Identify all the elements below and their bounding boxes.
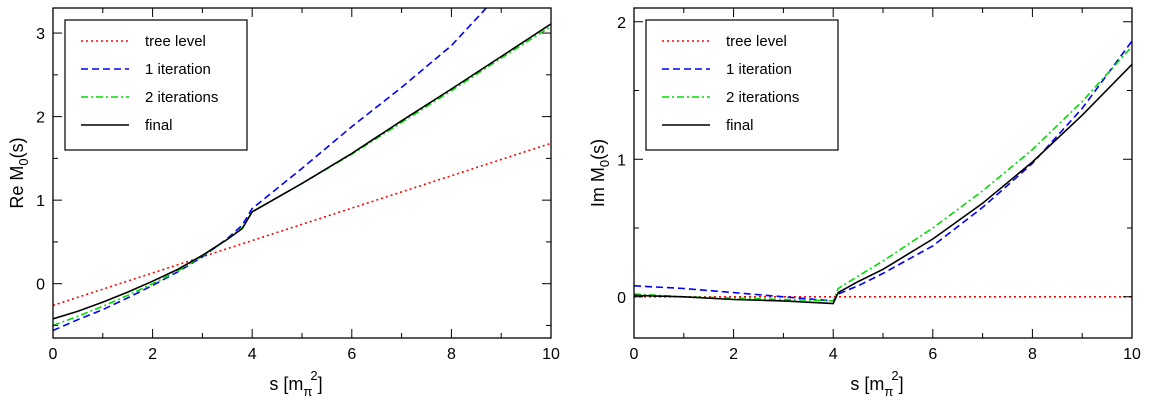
legend-label: 2 iterations [726, 89, 799, 106]
legend: tree level 1 iteration 2 iterations final [645, 19, 839, 151]
x-tick-label: 0 [630, 346, 639, 363]
x-tick-label: 6 [347, 346, 356, 363]
y-tick-label: 0 [36, 277, 45, 294]
x-axis-label: s [mπ2] [850, 368, 903, 399]
series-line-2-iterations [53, 25, 551, 327]
y-tick-label: 3 [36, 26, 45, 43]
x-tick-label: 2 [729, 346, 738, 363]
series-group [634, 40, 1132, 305]
x-axis-label: s [mπ2] [269, 368, 322, 399]
legend-label: tree level [145, 33, 206, 50]
y-tick-label: 0 [617, 290, 626, 307]
x-tick-label: 10 [1123, 346, 1141, 363]
legend-label: final [726, 117, 754, 134]
y-tick-label: 1 [36, 193, 45, 210]
series-group [53, 8, 551, 332]
series-line-1-iteration [634, 40, 1132, 302]
legend: tree level 1 iteration 2 iterations final [64, 19, 248, 151]
y-axis-label: Im M0(s) [588, 139, 612, 207]
y-axis-label: Re M0(s) [7, 137, 31, 208]
y-tick-label: 1 [617, 152, 626, 169]
series-line-1-iteration [53, 8, 487, 332]
x-tick-label: 10 [542, 346, 560, 363]
legend-label: tree level [726, 33, 787, 50]
legend-label: final [145, 117, 173, 134]
x-tick-label: 4 [829, 346, 838, 363]
series-line-2-iterations [634, 45, 1132, 302]
chart-real-part: 0 2 4 6 8 10 0 1 2 3 s [mπ2] Re M0(s) tree level 1 it… [7, 7, 560, 399]
series-line-final [53, 23, 551, 320]
series-line-tree-level [53, 142, 551, 307]
legend-label: 1 iteration [726, 61, 792, 78]
legend-label: 1 iteration [145, 61, 211, 78]
series-line-final [634, 63, 1132, 305]
x-tick-label: 2 [148, 346, 157, 363]
chart-imaginary-part: 0 2 4 6 8 10 0 1 2 s [mπ2] Im M0(s) tree level 1 ite… [588, 7, 1141, 399]
x-tick-label: 6 [928, 346, 937, 363]
y-tick-label: 2 [617, 15, 626, 32]
x-tick-label: 4 [248, 346, 257, 363]
legend-label: 2 iterations [145, 89, 218, 106]
legend-box [64, 19, 248, 151]
x-tick-label: 8 [447, 346, 456, 363]
x-tick-label: 8 [1028, 346, 1037, 363]
x-tick-label: 0 [49, 346, 58, 363]
y-tick-label: 2 [36, 110, 45, 127]
